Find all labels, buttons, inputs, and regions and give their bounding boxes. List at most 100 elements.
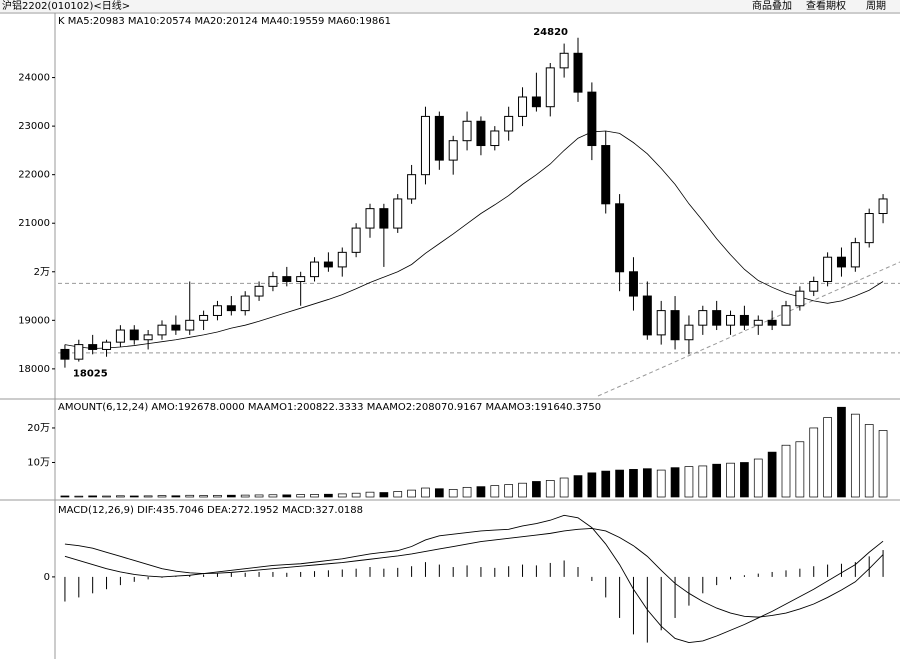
volume-bar (365, 491, 375, 498)
y-tick-label: 24000 (18, 73, 50, 84)
dif-line (64, 514, 884, 644)
candle-body (545, 67, 555, 108)
volume-bar (559, 477, 569, 498)
volume-bar (310, 494, 319, 498)
volume-bar (129, 495, 139, 498)
volume-bar (878, 430, 888, 498)
candle-body (434, 115, 444, 161)
volume-bar (670, 467, 680, 498)
legend: K MA5:20983 MA10:20574 MA20:20124 MA40:1… (58, 16, 391, 27)
candle-body (601, 145, 611, 205)
candle-body (726, 314, 736, 326)
candle-body (129, 329, 139, 341)
volume-bar (823, 417, 832, 498)
candle-body (504, 115, 514, 132)
candle-body (462, 120, 472, 142)
candle-body (684, 324, 694, 341)
candle-body (226, 305, 236, 312)
volume-bar (157, 495, 167, 498)
candle-body (448, 140, 458, 161)
y-tick-label: 2万 (34, 267, 50, 278)
volume-bar (337, 493, 347, 498)
legend: AMOUNT(6,12,24) AMO:192678.0000 MAAMO1:2… (58, 402, 601, 413)
candle-body (393, 198, 403, 229)
volume-bar (573, 475, 583, 498)
volume-bar (88, 495, 98, 498)
candle-body (74, 344, 84, 360)
candle-body (60, 348, 70, 360)
volume-bar (434, 488, 444, 498)
volume-bar (864, 424, 874, 498)
candle-body (864, 213, 874, 244)
candle-body (268, 276, 278, 287)
y-tick-label: 19000 (18, 315, 50, 326)
volume-bar (240, 494, 250, 498)
volume-bar (213, 494, 222, 498)
y-tick-label: 20万 (27, 423, 50, 434)
volume-bar (74, 495, 84, 498)
y-tick-label: 22000 (18, 170, 50, 181)
candle-body (850, 242, 860, 268)
high-label: 24820 (533, 27, 568, 38)
volume-bar (102, 495, 111, 498)
candle-body (323, 261, 333, 268)
volume-bar (407, 489, 416, 498)
y-tick-label: 21000 (18, 218, 50, 229)
candle-body (490, 130, 500, 147)
y-tick-label: 23000 (18, 121, 50, 132)
candle-body (587, 91, 597, 147)
volume-bar (268, 494, 278, 498)
candle-body (88, 344, 98, 350)
candle-body (282, 276, 292, 282)
volume-bar (532, 481, 541, 498)
volume-bar (226, 494, 236, 498)
volume-bar (781, 444, 791, 498)
volume-bar (171, 495, 181, 498)
volume-bar (462, 486, 472, 498)
overlay-button[interactable]: 商品叠加 (752, 0, 792, 12)
candle-body (407, 174, 417, 200)
y-tick-label: 0 (44, 572, 50, 583)
volume-bar (726, 462, 735, 498)
candle-body (337, 251, 347, 268)
candle-body (767, 319, 777, 326)
options-button[interactable]: 查看期权 (806, 0, 846, 12)
candle-body (795, 290, 805, 307)
candle-body (753, 319, 763, 326)
y-tick-label: 10万 (27, 457, 50, 468)
volume-bar (296, 494, 306, 498)
volume-bar (421, 487, 430, 498)
volume-bar (504, 484, 514, 498)
volume-bar (60, 495, 70, 498)
volume-bar (587, 472, 597, 498)
volume-bar (476, 486, 486, 498)
volume-bar (767, 451, 777, 498)
candle-body (420, 115, 430, 176)
candle-body (712, 310, 722, 326)
volume-bar (116, 495, 125, 498)
candle-body (157, 324, 167, 336)
volume-bar (185, 494, 195, 498)
trend-line (597, 261, 900, 397)
candle-body (254, 285, 264, 297)
volume-bar (837, 406, 846, 498)
volume-bar (850, 413, 860, 498)
title: 沪铝2202(010102)<日线> (2, 0, 130, 12)
volume-bar (629, 469, 638, 498)
candle-body (310, 261, 320, 278)
candle-body (670, 310, 680, 341)
volume-bar (254, 494, 264, 498)
candle-body (559, 52, 569, 69)
period-button[interactable]: 周期 (866, 0, 886, 12)
volume-bar (282, 494, 292, 498)
volume-bar (143, 495, 153, 498)
volume-bar (448, 489, 458, 498)
candle-body (781, 305, 791, 326)
candle-body (171, 324, 181, 331)
candle-body (809, 280, 819, 292)
volume-bar (656, 469, 666, 498)
candle-body (615, 203, 625, 273)
candle-body (878, 198, 888, 215)
candle-body (823, 256, 833, 282)
